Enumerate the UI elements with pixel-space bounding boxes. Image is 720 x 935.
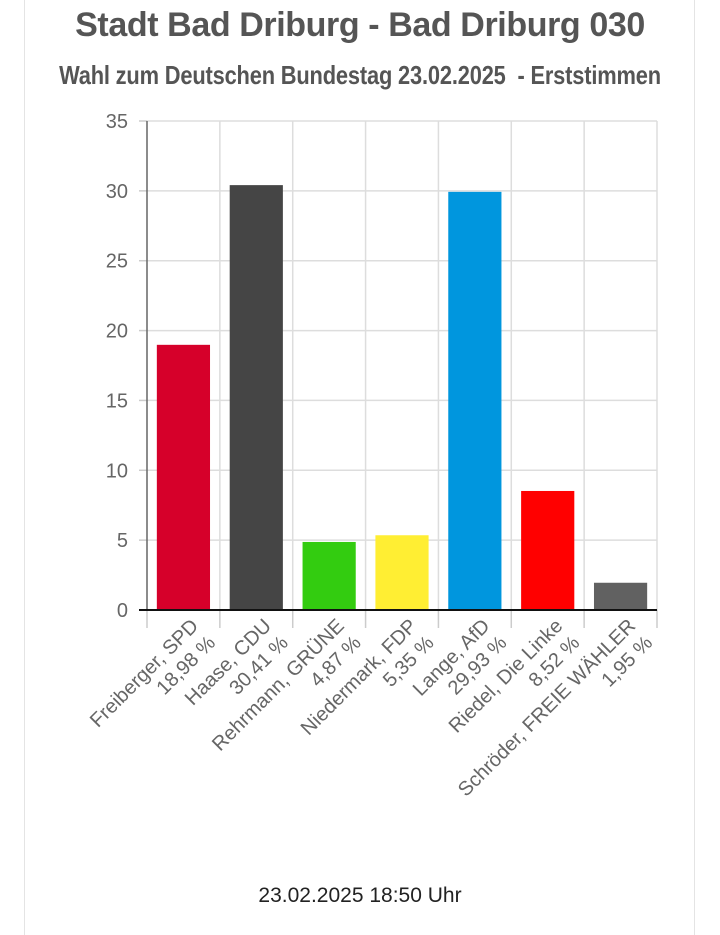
y-tick-label: 30 [106,181,128,203]
y-tick-label: 10 [106,460,128,482]
y-tick-label: 15 [106,390,128,412]
bar-6 [521,490,575,610]
x-category-label-5: Lange, AfD29,93 % [409,615,512,718]
y-tick-label: 5 [117,530,128,552]
y-tick-label: 35 [106,111,128,133]
chart-subtitle: Wahl zum Deutschen Bundestag 23.02.2025 … [59,60,661,90]
bar-4 [375,535,429,610]
y-tick-label: 20 [106,321,128,343]
bar-5 [448,191,502,610]
chart-card [24,0,695,935]
bar-1 [156,344,211,610]
bar-3 [302,541,356,610]
y-tick-label: 25 [106,251,128,273]
bar-2 [229,185,283,611]
chart-title: Stadt Bad Driburg - Bad Driburg 030 [75,6,645,44]
y-tick-label: 0 [117,600,128,622]
timestamp: 23.02.2025 18:50 Uhr [258,884,462,907]
x-category-label-text: Lange, AfD29,93 % [409,615,512,718]
bar-7 [593,582,648,610]
